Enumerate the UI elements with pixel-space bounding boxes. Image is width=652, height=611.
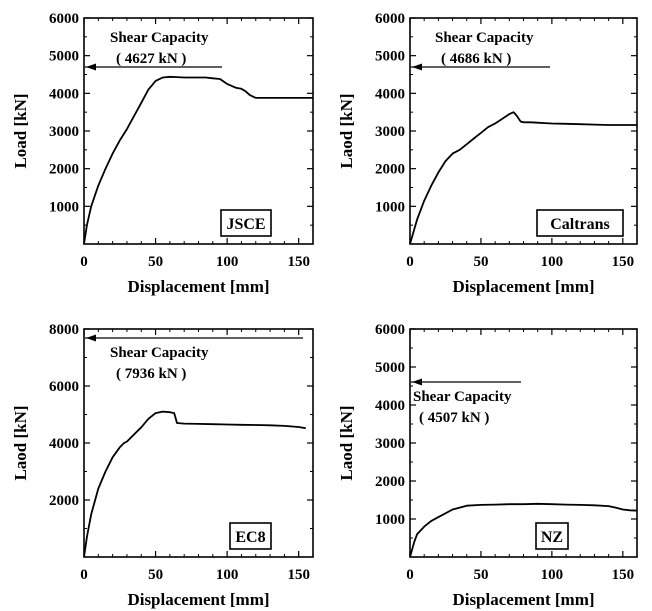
- x-tick-label: 0: [80, 567, 88, 583]
- y-tick-label: 2000: [49, 162, 79, 178]
- x-tick-label: 100: [541, 567, 564, 583]
- annotation-title: Shear Capacity: [435, 30, 534, 46]
- y-tick-label: 5000: [49, 49, 79, 65]
- y-tick-label: 2000: [49, 493, 79, 509]
- y-tick-label: 5000: [375, 49, 405, 65]
- y-tick-label: 5000: [375, 360, 405, 376]
- x-tick-label: 100: [541, 254, 564, 270]
- x-tick-label: 100: [216, 254, 239, 270]
- y-tick-label: 1000: [375, 512, 405, 528]
- code-label: NZ: [541, 529, 563, 546]
- y-tick-label: 4000: [375, 86, 405, 102]
- code-box: [229, 522, 272, 550]
- x-axis-label: Displacement [mm]: [452, 590, 594, 609]
- y-tick-label: 1000: [49, 199, 79, 215]
- load-displacement-curve: [409, 502, 638, 558]
- x-tick-label: 0: [406, 254, 414, 270]
- annotation-value: ( 4627 kN ): [116, 51, 186, 67]
- annotation-value: ( 7936 kN ): [116, 366, 186, 382]
- y-tick-label: 4000: [49, 436, 79, 452]
- x-tick-label: 150: [287, 567, 310, 583]
- x-tick-label: 100: [216, 567, 239, 583]
- annotation-title: Shear Capacity: [110, 345, 209, 361]
- chart-panel-caltrans: 0 50 100 150 1000 2000 3000 4000 5000 6000 Displac…: [337, 11, 638, 296]
- code-box: [536, 209, 624, 237]
- load-displacement-curve: [83, 410, 306, 558]
- code-label: EC8: [235, 529, 265, 546]
- plot-frame: [83, 328, 314, 558]
- chart-panel-ec8: 0 50 100 150 2000 4000 6000 8000 Displacement [m…: [11, 322, 314, 609]
- y-tick-label: 2000: [375, 474, 405, 490]
- y-tick-label: 4000: [375, 398, 405, 414]
- load-displacement-curve: [83, 75, 313, 245]
- y-axis-label: Laod [kN]: [337, 405, 356, 480]
- code-label: JSCE: [226, 216, 265, 233]
- chart-panel-nz: 0 50 100 150 1000 2000 3000 4000 5000 6000 Displac…: [337, 322, 638, 609]
- annotation-value: ( 4507 kN ): [419, 410, 489, 426]
- annotation-value: ( 4686 kN ): [441, 51, 511, 67]
- code-box: [535, 522, 569, 550]
- y-tick-label: 3000: [375, 436, 405, 452]
- y-tick-label: 8000: [49, 322, 79, 338]
- x-tick-label: 0: [406, 567, 414, 583]
- x-tick-label: 50: [148, 254, 163, 270]
- annotation-title: Shear Capacity: [413, 389, 512, 405]
- code-label: Caltrans: [550, 216, 610, 233]
- y-tick-label: 2000: [375, 162, 405, 178]
- y-tick-label: 6000: [49, 11, 79, 27]
- y-tick-label: 6000: [375, 11, 405, 27]
- x-tick-label: 0: [80, 254, 88, 270]
- y-tick-label: 4000: [49, 86, 79, 102]
- x-axis-label: Displacement [mm]: [127, 590, 269, 609]
- x-tick-label: 50: [473, 254, 488, 270]
- x-tick-label: 150: [612, 254, 635, 270]
- y-tick-label: 3000: [49, 124, 79, 140]
- x-tick-label: 150: [612, 567, 635, 583]
- x-tick-label: 150: [287, 254, 310, 270]
- code-box: [220, 209, 272, 237]
- x-axis-label: Displacement [mm]: [452, 277, 594, 296]
- y-tick-label: 6000: [49, 379, 79, 395]
- capacity-arrow-icon: [412, 378, 422, 386]
- load-displacement-curve: [409, 111, 637, 245]
- y-axis-label: Load [kN]: [11, 93, 30, 168]
- x-tick-label: 50: [473, 567, 488, 583]
- x-tick-label: 50: [148, 567, 163, 583]
- y-tick-label: 6000: [375, 322, 405, 338]
- capacity-arrow-icon: [86, 63, 96, 71]
- capacity-arrow-icon: [86, 334, 96, 342]
- y-axis-label: Laod [kN]: [337, 93, 356, 168]
- y-tick-label: 1000: [375, 199, 405, 215]
- x-axis-label: Displacement [mm]: [127, 277, 269, 296]
- y-axis-label: Laod [kN]: [11, 405, 30, 480]
- annotation-title: Shear Capacity: [110, 30, 209, 46]
- chart-panel-jsce: 0 50 100 150 1000 2000 3000 4000 5000 6000 Displac…: [11, 11, 314, 296]
- plot-frame: [409, 328, 638, 558]
- capacity-arrow-icon: [412, 63, 422, 71]
- y-tick-label: 3000: [375, 124, 405, 140]
